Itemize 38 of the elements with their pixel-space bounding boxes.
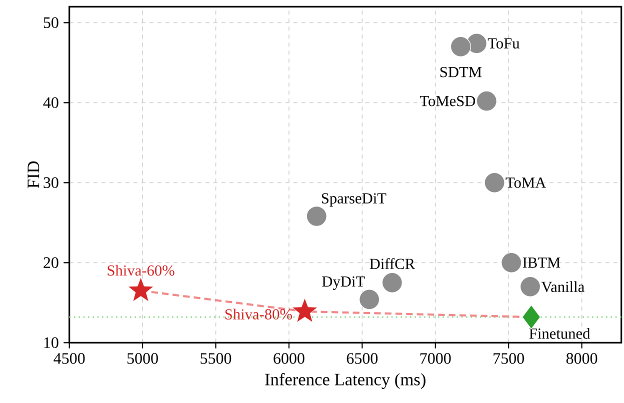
annotation: Finetuned (529, 328, 590, 339)
annotation: ToMA (506, 178, 546, 188)
y-tick-label: 40 (43, 97, 58, 108)
x-tick-label: 6500 (346, 353, 378, 364)
y-tick-label: 30 (44, 177, 58, 188)
x-tick-label: 7500 (494, 353, 524, 364)
x-tick-label: 4500 (54, 353, 85, 364)
annotation: SparseDiT (322, 193, 386, 207)
y-tick-label: 10 (44, 337, 58, 348)
point (382, 272, 403, 294)
point (292, 298, 318, 323)
annotation: ToFu (488, 38, 520, 49)
annotation: IBTM (522, 258, 560, 268)
annotation: Vanilla (541, 281, 584, 292)
y-axis-title: FID (28, 162, 40, 188)
annotation: DyDiT (322, 276, 365, 290)
annotation: DiffCR (370, 258, 416, 270)
y-tick-label: 20 (44, 257, 58, 268)
point (484, 172, 505, 194)
point (476, 90, 497, 112)
y-tick-label: 50 (44, 17, 58, 28)
x-axis-title: Inference Latency (ms) (265, 373, 426, 390)
x-tick-label: 6000 (274, 353, 304, 364)
x-tick-label: 7000 (420, 353, 451, 364)
x-tick-label: 5500 (200, 353, 232, 364)
point (520, 276, 541, 298)
point (128, 277, 154, 302)
point (450, 36, 472, 58)
annotation: SDTM (440, 67, 482, 78)
annotation: Shiva-60% (108, 265, 174, 276)
point (522, 304, 541, 330)
point (306, 206, 327, 227)
annotation: ToMeSD (420, 96, 476, 106)
point (359, 289, 380, 310)
point (501, 252, 522, 274)
x-tick-label: 8000 (566, 353, 598, 364)
x-tick-label: 5000 (127, 353, 158, 364)
annotation: Shiva-80% (225, 308, 292, 320)
